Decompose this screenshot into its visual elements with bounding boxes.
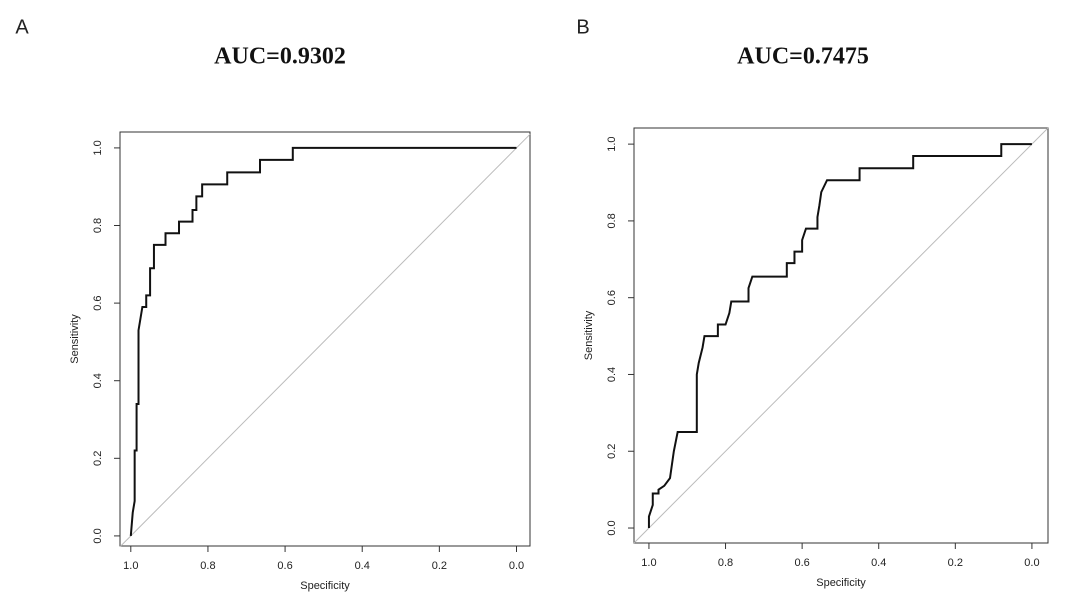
x-axis-label: Specificity (816, 577, 866, 589)
x-tick-label: 0.2 (432, 560, 447, 572)
y-tick-label: 0.4 (606, 367, 618, 382)
plot-box (119, 131, 531, 547)
plot-box (633, 127, 1049, 544)
roc-curve (129, 146, 517, 536)
y-tick-label: 0.2 (606, 444, 618, 459)
x-tick-label: 1.0 (641, 557, 656, 569)
x-tick-label: 0.0 (1024, 557, 1039, 569)
roc-curve (647, 143, 1032, 529)
x-tick-label: 0.2 (948, 557, 963, 569)
y-tick-label: 0.8 (606, 213, 618, 228)
y-axis-label: Sensitivity (69, 314, 81, 364)
panel-letter: A (15, 16, 29, 38)
y-tick-label: 0.4 (92, 373, 104, 388)
y-tick-label: 0.6 (92, 295, 104, 310)
chart-title: AUC=0.9302 (214, 44, 346, 70)
y-tick-label: 0.2 (92, 451, 104, 466)
x-tick-label: 0.8 (718, 557, 733, 569)
y-tick-label: 1.0 (606, 136, 618, 151)
y-tick-label: 0.6 (606, 290, 618, 305)
y-tick-label: 0.0 (606, 520, 618, 535)
x-tick-label: 0.6 (277, 560, 292, 572)
x-tick-label: 0.4 (355, 560, 370, 572)
reference-line (633, 127, 1049, 544)
chart-title: AUC=0.7475 (737, 44, 869, 70)
y-axis-label: Sensitivity (583, 310, 595, 360)
x-tick-label: 0.0 (509, 560, 524, 572)
panel-letter: B (576, 16, 589, 38)
y-tick-label: 0.8 (92, 218, 104, 233)
x-tick-label: 1.0 (123, 560, 138, 572)
y-tick-label: 1.0 (92, 140, 104, 155)
x-axis-label: Specificity (300, 580, 350, 592)
x-tick-label: 0.4 (871, 557, 886, 569)
y-tick-label: 0.0 (92, 528, 104, 543)
x-tick-label: 0.8 (200, 560, 215, 572)
x-tick-label: 0.6 (794, 557, 809, 569)
reference-line (119, 133, 531, 548)
